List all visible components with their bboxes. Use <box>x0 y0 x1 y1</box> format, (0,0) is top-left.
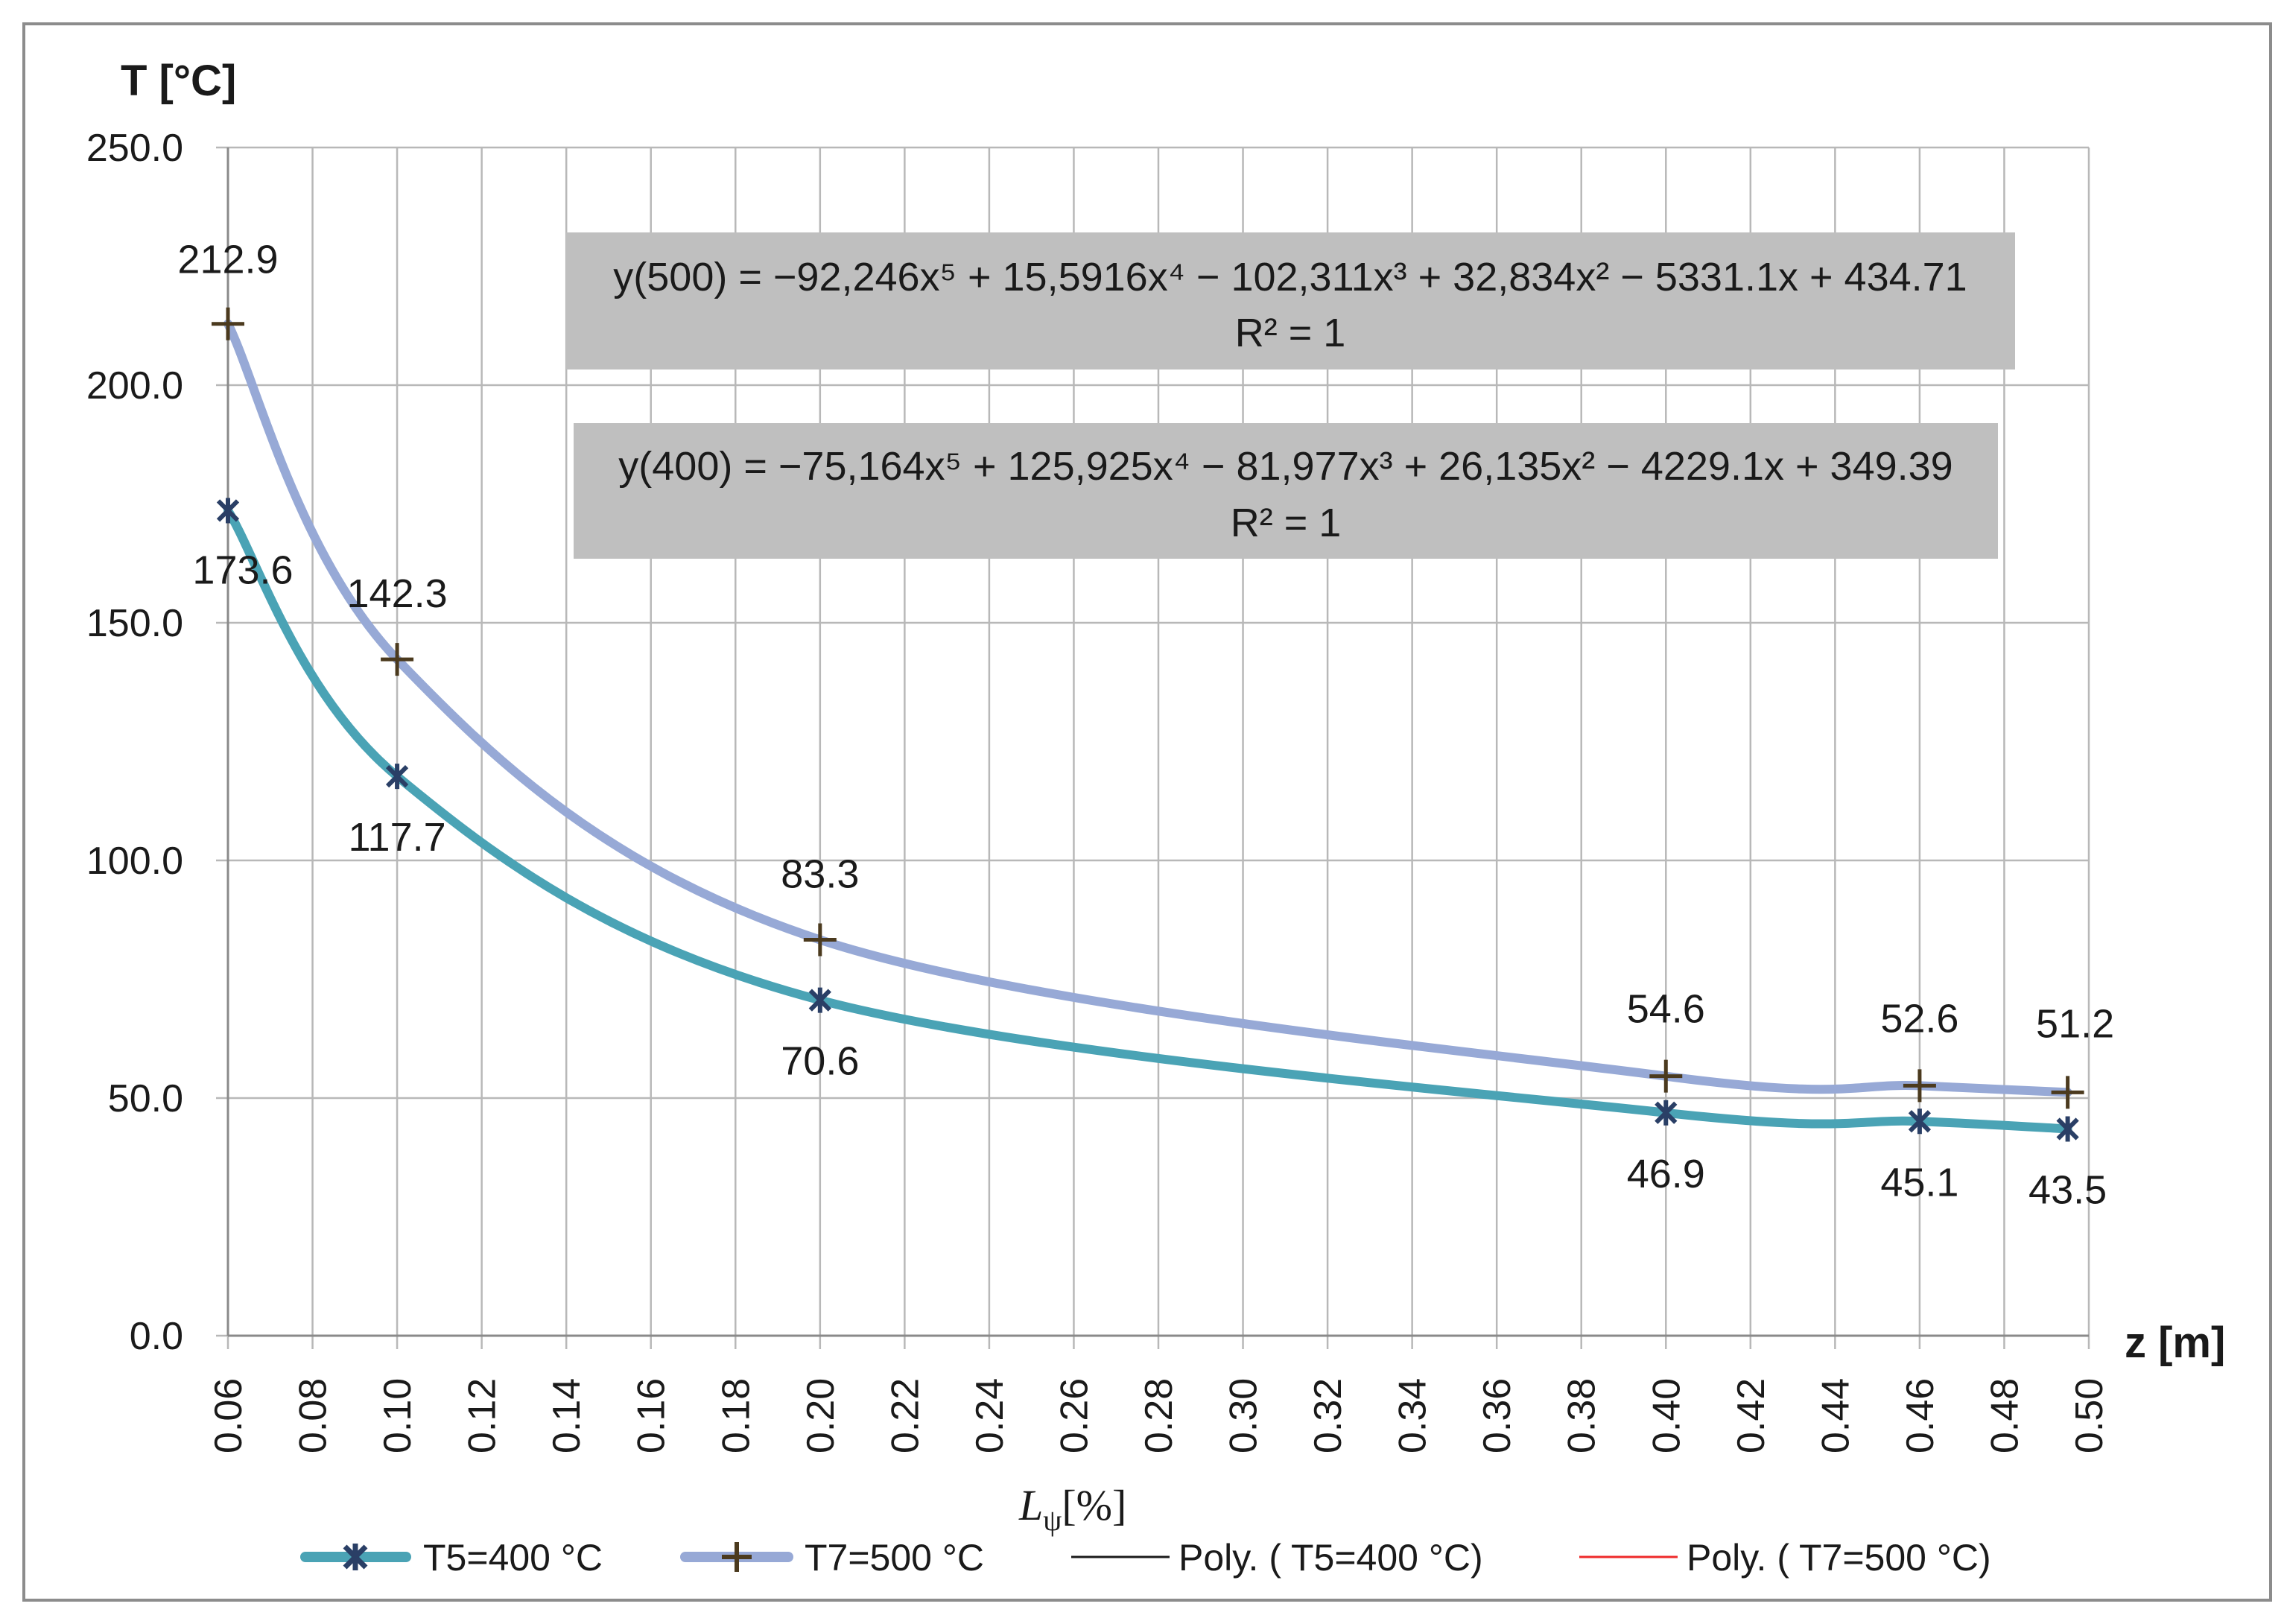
equation-400: y(400) = −75,164x⁵ + 125,925x⁴ − 81,977x… <box>618 444 1952 489</box>
data-label: 51.2 <box>2036 1001 2114 1046</box>
l-psi-subscript: ψ <box>1043 1503 1062 1537</box>
y-axis-ticks: 0.0 50.0 100.0 150.0 200.0 250.0 <box>86 127 183 1358</box>
legend-label-t5: T5=400 °C <box>423 1537 603 1579</box>
y-tick-label: 200.0 <box>86 364 183 407</box>
data-label: 212.9 <box>177 238 278 282</box>
data-point <box>1655 1100 1678 1126</box>
x-tick-label: 0.08 <box>292 1378 335 1453</box>
x-axis-ticks: 0.06 0.08 0.10 0.12 0.14 0.16 0.18 0.20 0.22 0.24… <box>207 1378 2111 1453</box>
data-label: 52.6 <box>1880 996 1958 1041</box>
data-point <box>1903 1069 1936 1103</box>
legend-label-poly-t5: Poly. ( T5=400 °C) <box>1179 1537 1483 1579</box>
secondary-axis-label: Lψ[%] <box>1018 1481 1126 1537</box>
legend: T5=400 °C T7=500 °C Poly. ( T5=400 °C) P… <box>300 1537 1991 1579</box>
data-label: 70.6 <box>781 1039 859 1084</box>
x-tick-label: 0.44 <box>1814 1378 1857 1453</box>
x-tick-label: 0.48 <box>1983 1378 2026 1453</box>
equation-box-500 <box>566 232 2015 369</box>
data-labels: 173.6 117.7 70.6 46.9 45.1 43.5 212.9 142.3 83.3… <box>177 238 2114 1213</box>
data-point <box>381 643 414 676</box>
data-point <box>808 987 831 1013</box>
series-line-0 <box>223 506 2072 1134</box>
x-tick-label: 0.50 <box>2068 1378 2111 1453</box>
x-tick-label: 0.38 <box>1561 1378 1604 1453</box>
l-psi-unit: [%] <box>1062 1481 1126 1529</box>
x-tick-label: 0.32 <box>1307 1378 1350 1453</box>
x-tick-label: 0.06 <box>207 1378 250 1453</box>
x-tick-label: 0.12 <box>461 1378 504 1453</box>
x-tick-label: 0.10 <box>376 1378 419 1453</box>
data-label: 43.5 <box>2028 1167 2107 1212</box>
x-tick-label: 0.46 <box>1899 1378 1942 1453</box>
l-psi-symbol: L <box>1018 1481 1043 1529</box>
chart-frame <box>22 22 2272 1602</box>
x-tick-label: 0.20 <box>799 1378 843 1453</box>
x-tick-label: 0.18 <box>714 1378 758 1453</box>
x-tick-label: 0.34 <box>1392 1378 1435 1453</box>
data-label: 46.9 <box>1627 1152 1705 1196</box>
data-point <box>1908 1108 1932 1135</box>
data-point <box>216 498 240 524</box>
series-lines <box>223 319 2072 1134</box>
x-tick-label: 0.28 <box>1138 1378 1181 1453</box>
y-tick-label: 100.0 <box>86 840 183 883</box>
data-label: 142.3 <box>347 571 448 616</box>
y-tick-label: 50.0 <box>108 1077 183 1120</box>
data-point <box>803 923 837 957</box>
data-point <box>2056 1116 2079 1142</box>
equation-500: y(500) = −92,246x⁵ + 15,5916x⁴ − 102,311… <box>613 255 1967 299</box>
y-tick-label: 150.0 <box>86 602 183 645</box>
data-point <box>385 764 409 790</box>
series-line-1 <box>223 319 2072 1097</box>
markers <box>212 307 2084 1142</box>
data-label: 117.7 <box>349 815 446 860</box>
legend-marker-t5 <box>343 1544 368 1570</box>
data-label: 173.6 <box>192 548 293 592</box>
legend-label-poly-t7: Poly. ( T7=500 °C) <box>1687 1537 1991 1579</box>
data-label: 45.1 <box>1880 1160 1958 1205</box>
x-tick-label: 0.24 <box>968 1378 1012 1453</box>
y-axis-title: T [°C] <box>121 57 236 105</box>
data-point <box>2051 1076 2084 1109</box>
x-tick-label: 0.30 <box>1222 1378 1266 1453</box>
y-tick-label: 0.0 <box>130 1315 183 1358</box>
x-tick-label: 0.40 <box>1645 1378 1688 1453</box>
y-tick-label: 250.0 <box>86 127 183 170</box>
data-label: 54.6 <box>1627 987 1705 1032</box>
data-label: 83.3 <box>781 852 859 897</box>
x-tick-label: 0.16 <box>630 1378 673 1453</box>
x-tick-label: 0.22 <box>884 1378 927 1453</box>
legend-marker-t7 <box>722 1542 752 1572</box>
trendline-0 <box>226 510 2068 1130</box>
r2-500: R² = 1 <box>1235 311 1346 355</box>
x-tick-label: 0.42 <box>1730 1378 1773 1453</box>
x-axis-title: z [m] <box>2125 1319 2225 1367</box>
data-point <box>1649 1059 1683 1093</box>
legend-label-t7: T7=500 °C <box>805 1537 984 1579</box>
x-tick-label: 0.14 <box>545 1378 589 1453</box>
x-tick-label: 0.36 <box>1476 1378 1519 1453</box>
equation-box-400 <box>574 423 1998 559</box>
x-tick-label: 0.26 <box>1053 1378 1096 1453</box>
r2-400: R² = 1 <box>1231 501 1342 545</box>
data-point <box>212 307 244 340</box>
